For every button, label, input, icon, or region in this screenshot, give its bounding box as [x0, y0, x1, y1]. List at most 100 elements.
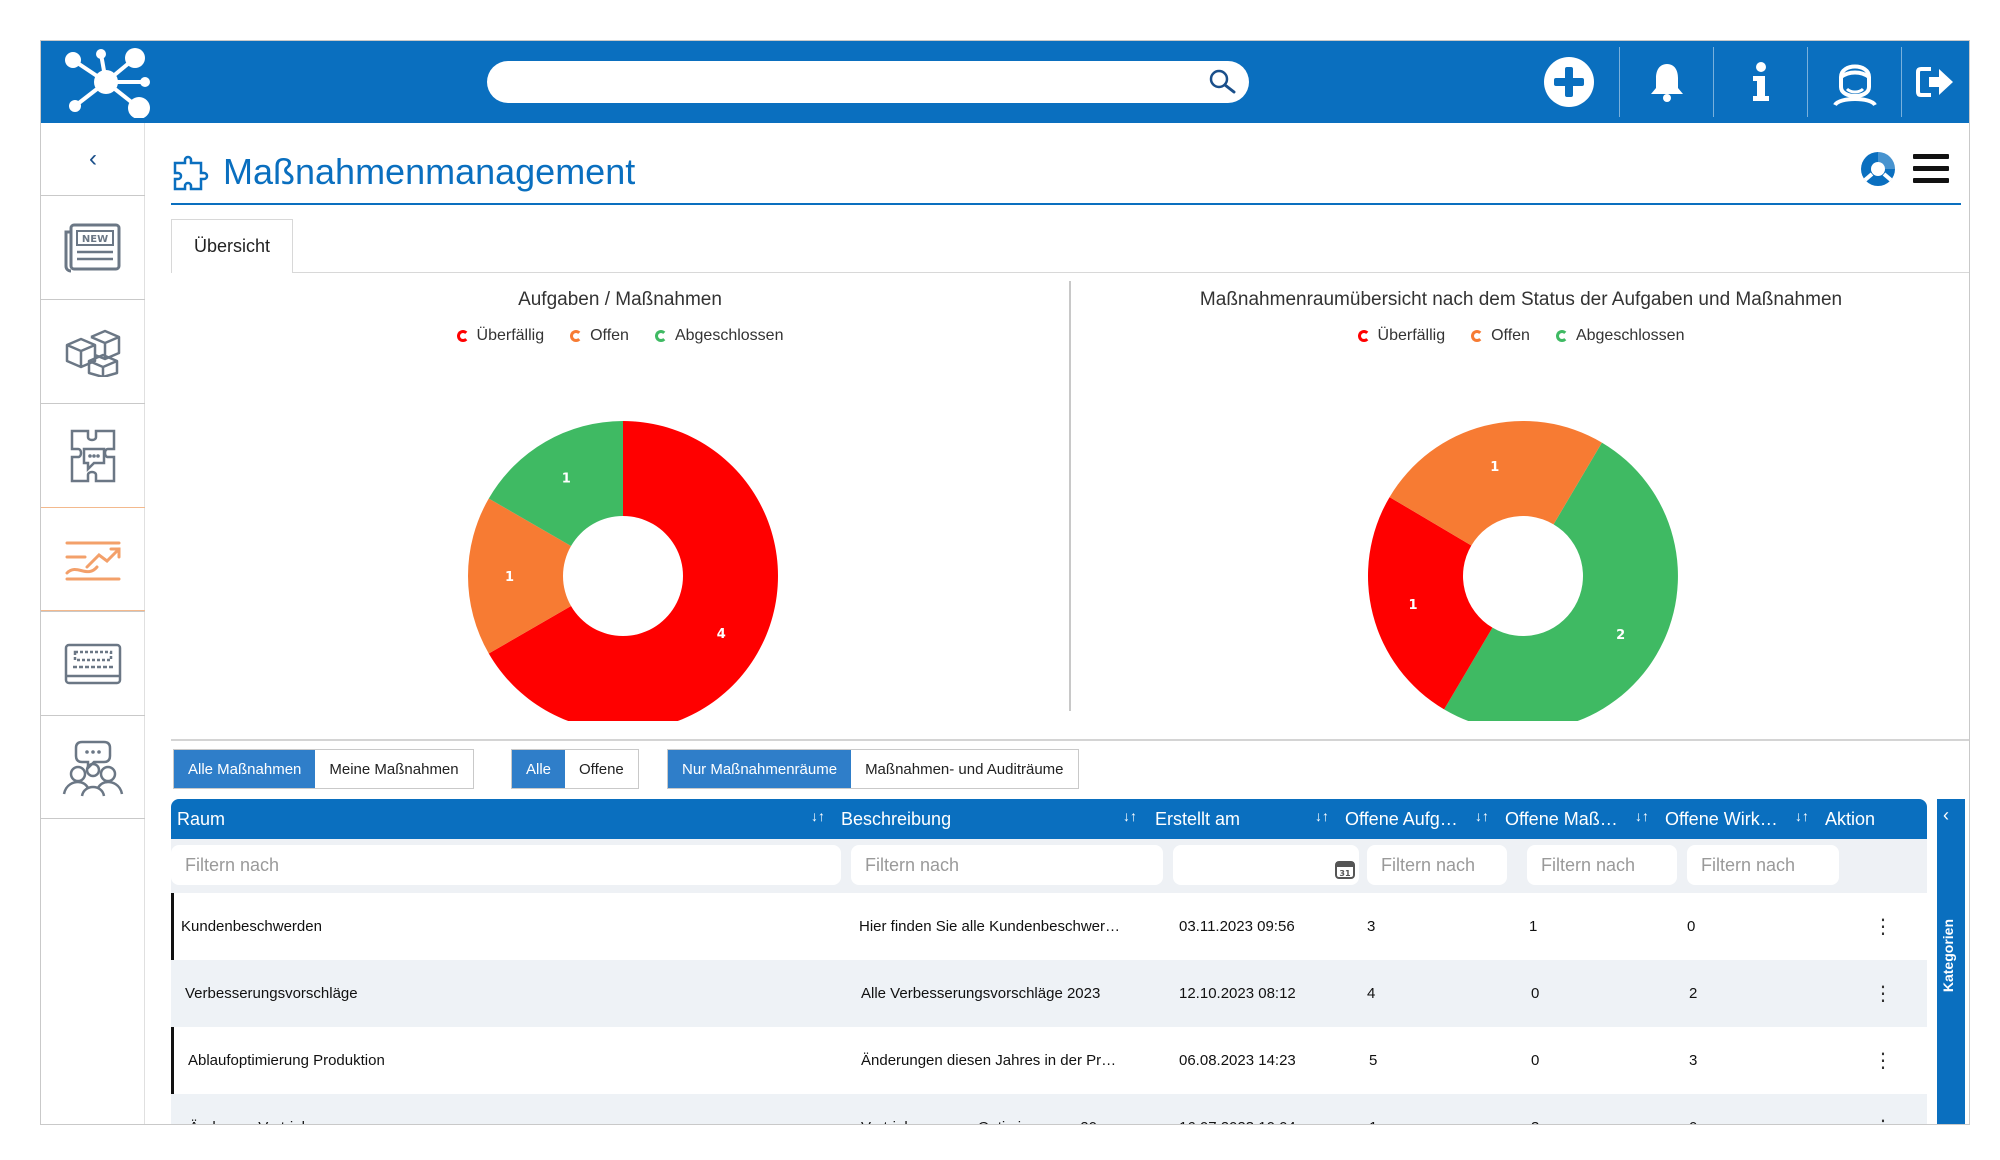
row-actions-icon[interactable]: ⋮ [1873, 983, 1893, 1005]
news-badge-label: NEW [82, 234, 108, 245]
cubes-icon [65, 329, 121, 377]
slice-value-label: 1 [1409, 598, 1418, 613]
filter-my-measures-button[interactable]: Meine Maßnahmen [315, 750, 473, 788]
legend-item-open[interactable]: Offen [570, 327, 629, 345]
legend-marker-icon [1555, 330, 1568, 342]
sort-icon[interactable]: ↓↑ [1315, 808, 1329, 824]
donut-slice-overdue[interactable] [1368, 497, 1493, 710]
row-actions-icon[interactable]: ⋮ [1873, 1094, 1893, 1124]
column-header-beschreibung[interactable]: Beschreibung ↓↑ [841, 808, 1137, 829]
column-header-offene-aufgaben[interactable]: Offene Aufg… ↓↑ [1345, 808, 1489, 829]
legend-marker-icon [1357, 330, 1370, 342]
donut-slice-done[interactable] [488, 421, 623, 546]
cell-erstellt: 16.07.2023 10:04 [1179, 1094, 1296, 1124]
column-header-erstellt[interactable]: Erstellt am ↓↑ [1155, 808, 1329, 829]
sidebar-item-cubes[interactable] [41, 299, 145, 403]
filter-measure-audit-rooms-button[interactable]: Maßnahmen- und Auditräume [851, 750, 1078, 788]
table-row[interactable]: Verbesserungsvorschläge Alle Verbesserun… [171, 960, 1927, 1027]
cell-offene-massnahmen: 0 [1531, 985, 1540, 1002]
search-input[interactable] [487, 61, 1249, 103]
user-profile-button[interactable] [1809, 41, 1901, 123]
filter-measure-rooms-button[interactable]: Nur Maßnahmenräume [668, 750, 852, 788]
plus-circle-icon [1544, 57, 1594, 107]
legend-marker-icon [456, 330, 469, 342]
lifebuoy-help-icon[interactable] [1859, 150, 1897, 188]
puzzle-icon [173, 155, 209, 191]
chart-title: Maßnahmenraumübersicht nach dem Status d… [1199, 289, 1843, 310]
hamburger-menu-icon[interactable] [1911, 149, 1951, 189]
column-header-aktion: Aktion [1825, 808, 1876, 829]
sidebar-item-keyboard[interactable] [41, 611, 145, 715]
search-icon[interactable] [1207, 67, 1237, 97]
table-row[interactable]: Kundenbeschwerden Hier finden Sie alle K… [171, 893, 1927, 960]
tab-bar: Übersicht [171, 219, 1969, 273]
filter-open-measures-input[interactable]: Filtern nach [1527, 845, 1677, 885]
filter-open-button[interactable]: Offene [565, 750, 638, 788]
legend-label: Offen [1491, 327, 1530, 344]
sort-icon[interactable]: ↓↑ [811, 808, 825, 824]
cell-offene-aufgaben: 4 [1367, 985, 1376, 1002]
network-logo-icon[interactable] [61, 46, 151, 118]
table-row[interactable]: Ablaufoptimierung Produktion Änderungen … [171, 1027, 1927, 1094]
categories-panel-toggle[interactable]: ‹ Kategorien [1937, 799, 1965, 1124]
donut-slice-open[interactable] [467, 498, 572, 654]
sort-icon[interactable]: ↓↑ [1635, 808, 1649, 824]
chart-divider [1069, 281, 1071, 711]
row-actions-icon[interactable]: ⋮ [1873, 916, 1893, 938]
sidebar-item-team[interactable] [41, 715, 145, 819]
filter-beschreibung-input[interactable]: Filtern nach [851, 845, 1163, 885]
sidebar-collapse-button[interactable]: ‹ [89, 145, 97, 172]
keyboard-card-icon [64, 643, 122, 684]
rooms-table: Raum ↓↑ Beschreibung ↓↑ Erstellt am ↓↑ Offe… [171, 799, 1927, 1124]
sort-icon[interactable]: ↓↑ [1475, 808, 1489, 824]
column-header-raum[interactable]: Raum ↓↑ [177, 808, 825, 829]
table-row[interactable]: Änderung Vertriebsprozesse Vertriebsproz… [171, 1094, 1927, 1124]
legend-item-overdue[interactable]: Überfällig [456, 327, 544, 345]
donut-slice-overdue[interactable] [488, 421, 778, 721]
filter-open-tasks-input[interactable]: Filtern nach [1367, 845, 1507, 885]
legend-item-done[interactable]: Abgeschlossen [654, 327, 784, 345]
bell-icon [1651, 64, 1683, 102]
legend-label: Abgeschlossen [674, 327, 784, 344]
cell-offene-massnahmen: 1 [1529, 918, 1538, 935]
logout-icon [1916, 67, 1953, 97]
donut-slice-done[interactable] [1444, 442, 1678, 721]
notifications-button[interactable] [1621, 41, 1713, 123]
sidebar-item-chat-puzzle[interactable] [41, 403, 145, 507]
toolbar-separator [1901, 47, 1902, 117]
legend-item-open[interactable]: Offen [1471, 327, 1530, 345]
section-divider [171, 739, 1969, 741]
chart-legend: Überfällig Offen Abgeschlossen [1071, 327, 1969, 345]
cell-beschreibung: Änderungen diesen Jahres in der Pr… [861, 1052, 1117, 1069]
legend-item-done[interactable]: Abgeschlossen [1555, 327, 1684, 345]
legend-item-overdue[interactable]: Überfällig [1357, 327, 1445, 345]
slice-value-label: 2 [1616, 628, 1625, 643]
chevron-left-icon[interactable]: ‹ [1943, 805, 1949, 825]
donut-chart-tasks: 4 1 1 [467, 421, 778, 721]
sidebar-item-news[interactable]: NEW [41, 195, 145, 299]
column-header-offene-wirksamkeit[interactable]: Offene Wirk… ↓↑ [1665, 808, 1809, 829]
chart-panel-tasks: Aufgaben / Maßnahmen Überfällig Offen Ab… [171, 273, 1069, 721]
chat-puzzle-icon [70, 429, 116, 482]
column-header-offene-massnahmen[interactable]: Offene Maß… ↓↑ [1505, 808, 1649, 829]
filter-all-measures-button[interactable]: Alle Maßnahmen [174, 750, 316, 788]
calendar-icon[interactable]: 31 [1335, 859, 1355, 879]
row-actions-icon[interactable]: ⋮ [1873, 1050, 1893, 1072]
cell-offene-aufgaben: 1 [1369, 1094, 1377, 1124]
filter-all-button[interactable]: Alle [512, 750, 566, 788]
info-button[interactable] [1715, 41, 1807, 123]
sort-icon[interactable]: ↓↑ [1123, 808, 1137, 824]
header-actions [1859, 149, 1951, 189]
filter-date-input[interactable]: 31 [1173, 845, 1359, 885]
sort-icon[interactable]: ↓↑ [1795, 808, 1809, 824]
add-button[interactable] [1523, 41, 1615, 123]
tab-overview[interactable]: Übersicht [171, 219, 293, 273]
logout-button[interactable] [1889, 41, 1969, 123]
page-title: Maßnahmenmanagement [223, 151, 636, 192]
cell-erstellt: 12.10.2023 08:12 [1179, 985, 1296, 1002]
filter-raum-input[interactable]: Filtern nach [171, 845, 841, 885]
filter-open-effectiveness-input[interactable]: Filtern nach [1687, 845, 1839, 885]
donut-slice-open[interactable] [1389, 421, 1602, 546]
sidebar-item-measures[interactable] [41, 507, 145, 611]
toolbar-separator [1807, 47, 1808, 117]
